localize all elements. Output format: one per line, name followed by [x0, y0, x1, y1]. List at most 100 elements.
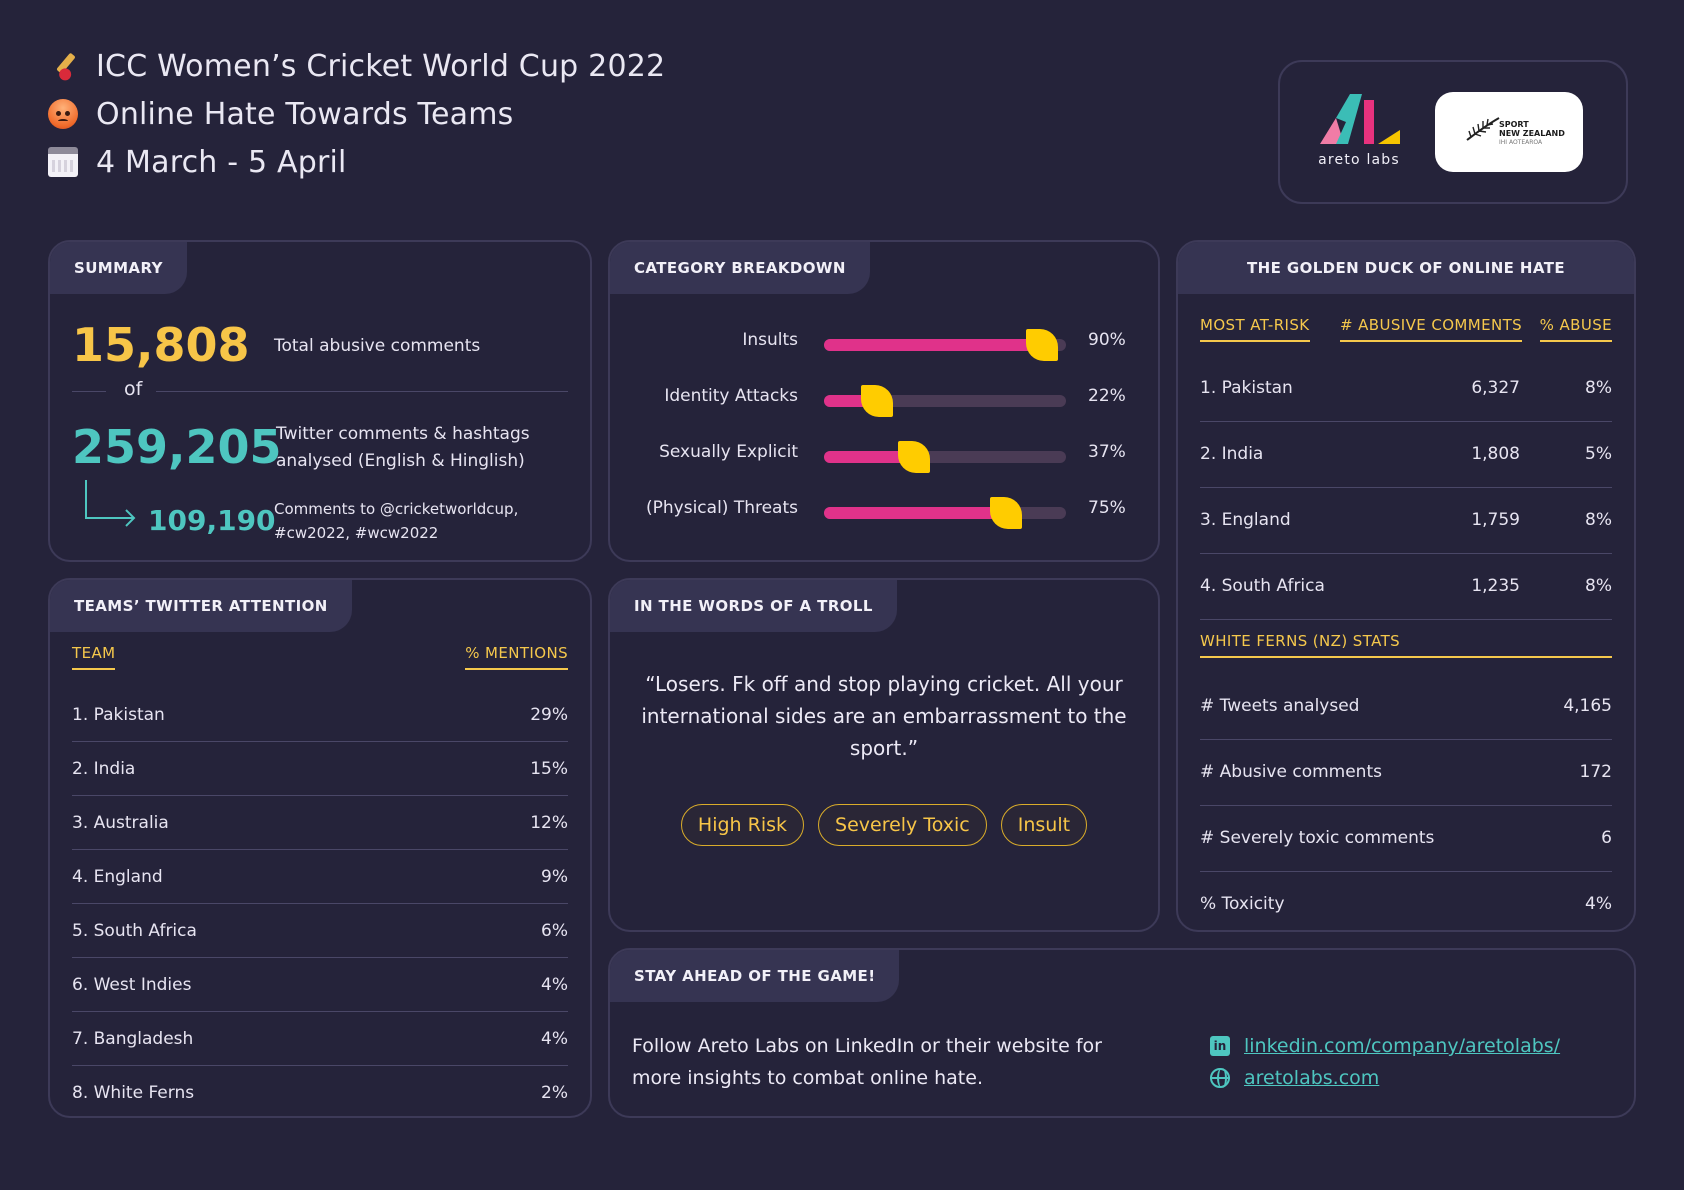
official-count: 109,190	[148, 504, 276, 537]
mentions-pct: 4%	[541, 1028, 568, 1049]
table-row: 7. Bangladesh 4%	[72, 1012, 568, 1066]
date-range: 4 March - 5 April	[96, 144, 347, 180]
team-name: 3. England	[1200, 510, 1291, 530]
nz-stat-label: % Toxicity	[1200, 894, 1285, 914]
team-name: 2. India	[72, 758, 136, 779]
nz-stat-value: 4%	[1585, 894, 1612, 914]
category-label: Identity Attacks	[664, 386, 798, 406]
silver-fern-icon	[1466, 117, 1500, 141]
team-name: 7. Bangladesh	[72, 1028, 194, 1049]
mentions-pct: 15%	[530, 758, 568, 779]
category-label: (Physical) Threats	[646, 498, 798, 518]
divider-right	[156, 391, 568, 392]
summary-card: SUMMARY 15,808 Total abusive comments of…	[48, 240, 592, 562]
golden-duck-tab: THE GOLDEN DUCK OF ONLINE HATE	[1178, 242, 1634, 294]
table-row: 5. South Africa 6%	[72, 904, 568, 958]
linkedin-link-row[interactable]: in linkedin.com/company/aretolabs/	[1210, 1030, 1560, 1062]
snz-line-2: NEW ZEALAND	[1499, 129, 1565, 138]
arrow-icon	[85, 480, 136, 527]
cricket-bat-icon	[42, 45, 84, 87]
partner-logos: areto labs SPORT NEW ZEALAND IHI AOTEARO…	[1278, 60, 1628, 204]
areto-labs-label: areto labs	[1318, 152, 1400, 168]
table-row: 6. West Indies 4%	[72, 958, 568, 1012]
nz-stat-value: 6	[1601, 828, 1612, 848]
table-row: 4. England 9%	[72, 850, 568, 904]
table-row: 3. England 1,759 8%	[1200, 488, 1612, 554]
category-row: (Physical) Threats 75%	[610, 490, 1158, 530]
col-team: TEAM	[72, 644, 116, 670]
nz-stat-value: 4,165	[1563, 696, 1612, 716]
nz-stats-heading: WHITE FERNS (NZ) STATS	[1200, 632, 1612, 658]
category-bar-knob	[1025, 329, 1058, 361]
areto-labs-logo: areto labs	[1314, 92, 1404, 172]
nz-stat-row: # Abusive comments 172	[1200, 740, 1612, 806]
mentions-pct: 29%	[530, 704, 568, 725]
summary-tab: SUMMARY	[50, 242, 187, 294]
attention-card: TEAMS’ TWITTER ATTENTION TEAM % MENTIONS…	[48, 578, 592, 1118]
subtitle-line: Online Hate Towards Teams	[48, 90, 665, 138]
linkedin-icon: in	[1210, 1036, 1230, 1056]
calendar-icon	[48, 147, 78, 177]
troll-card: IN THE WORDS OF A TROLL “Losers. Fk off …	[608, 578, 1160, 932]
toxicity-tag: High Risk	[680, 804, 805, 846]
team-name: 1. Pakistan	[72, 704, 165, 725]
analysed-label-2: analysed (English & Hinglish)	[276, 451, 525, 471]
abusive-count: 15,808	[72, 318, 250, 372]
category-label: Sexually Explicit	[659, 442, 798, 462]
toxicity-tag: Insult	[1000, 804, 1088, 846]
col-pct-abuse: % ABUSE	[1539, 316, 1612, 342]
abusive-count: 1,235	[1471, 576, 1520, 596]
category-pct: 90%	[1088, 330, 1126, 350]
category-bar-track	[824, 329, 1066, 361]
category-row: Insults 90%	[610, 322, 1158, 362]
team-name: 3. Australia	[72, 812, 169, 833]
team-name: 4. South Africa	[1200, 576, 1325, 596]
category-bar-fill	[824, 451, 914, 463]
table-row: 3. Australia 12%	[72, 796, 568, 850]
troll-quote: “Losers. Fk off and stop playing cricket…	[641, 672, 1127, 760]
category-bar-track	[824, 497, 1066, 529]
angry-face-icon	[48, 99, 78, 129]
category-bar-fill	[824, 339, 1042, 351]
table-row: 8. White Ferns 2%	[72, 1066, 568, 1116]
abuse-pct: 8%	[1585, 378, 1612, 398]
col-mentions: % MENTIONS	[465, 644, 568, 670]
cta-tab: STAY AHEAD OF THE GAME!	[610, 950, 900, 1002]
analysed-label-1: Twitter comments & hashtags	[276, 424, 530, 444]
abusive-count: 6,327	[1471, 378, 1520, 398]
abuse-pct: 8%	[1585, 510, 1612, 530]
table-row: 1. Pakistan 6,327 8%	[1200, 356, 1612, 422]
abusive-count: 1,759	[1471, 510, 1520, 530]
col-most-at-risk: MOST AT-RISK	[1200, 316, 1310, 342]
nz-stat-row: # Severely toxic comments 6	[1200, 806, 1612, 872]
of-label: of	[124, 378, 143, 400]
linkedin-link[interactable]: linkedin.com/company/aretolabs/	[1244, 1035, 1561, 1057]
snz-line-3: IHI AOTEAROA	[1499, 139, 1543, 146]
category-bar-fill	[824, 507, 1006, 519]
team-name: 6. West Indies	[72, 974, 192, 995]
col-abusive-comments: # ABUSIVE COMMENTS	[1340, 316, 1523, 342]
dates-line: 4 March - 5 April	[48, 138, 665, 186]
table-row: 4. South Africa 1,235 8%	[1200, 554, 1612, 620]
category-bar-track	[824, 385, 1066, 417]
sport-nz-logo: SPORT NEW ZEALAND IHI AOTEAROA	[1435, 92, 1583, 172]
snz-line-1: SPORT	[1499, 120, 1529, 129]
page-header: ICC Women’s Cricket World Cup 2022 Onlin…	[48, 42, 665, 186]
globe-icon	[1210, 1068, 1230, 1088]
nz-stat-label: # Abusive comments	[1200, 762, 1382, 782]
table-row: 2. India 15%	[72, 742, 568, 796]
abusive-label: Total abusive comments	[274, 336, 481, 356]
category-row: Identity Attacks 22%	[610, 378, 1158, 418]
mentions-pct: 6%	[541, 920, 568, 941]
troll-tab: IN THE WORDS OF A TROLL	[610, 580, 897, 632]
category-bar-track	[824, 441, 1066, 473]
cta-card: STAY AHEAD OF THE GAME! Follow Areto Lab…	[608, 948, 1636, 1118]
category-pct: 75%	[1088, 498, 1126, 518]
category-bar-knob	[989, 497, 1022, 529]
nz-stat-value: 172	[1579, 762, 1612, 782]
website-link-row[interactable]: aretolabs.com	[1210, 1062, 1379, 1094]
website-link[interactable]: aretolabs.com	[1244, 1067, 1380, 1089]
nz-stat-label: # Severely toxic comments	[1200, 828, 1435, 848]
team-name: 1. Pakistan	[1200, 378, 1293, 398]
category-bar-knob	[897, 441, 930, 473]
